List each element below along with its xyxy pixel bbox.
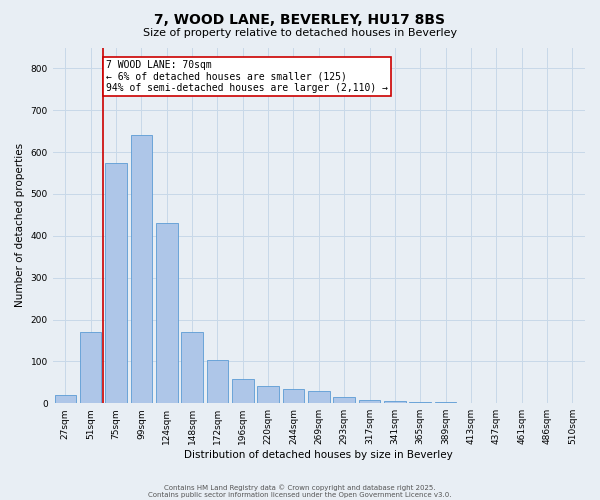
Text: Size of property relative to detached houses in Beverley: Size of property relative to detached ho… <box>143 28 457 38</box>
Bar <box>384 401 406 403</box>
Y-axis label: Number of detached properties: Number of detached properties <box>15 144 25 308</box>
X-axis label: Distribution of detached houses by size in Beverley: Distribution of detached houses by size … <box>184 450 453 460</box>
Bar <box>257 386 279 403</box>
Bar <box>131 136 152 403</box>
Bar <box>359 400 380 403</box>
Bar <box>308 390 329 403</box>
Bar <box>156 224 178 403</box>
Bar <box>105 162 127 403</box>
Bar <box>181 332 203 403</box>
Bar <box>232 380 254 403</box>
Bar <box>80 332 101 403</box>
Text: Contains HM Land Registry data © Crown copyright and database right 2025.: Contains HM Land Registry data © Crown c… <box>164 484 436 491</box>
Bar <box>55 395 76 403</box>
Text: Contains public sector information licensed under the Open Government Licence v3: Contains public sector information licen… <box>148 492 452 498</box>
Bar <box>283 390 304 403</box>
Bar <box>409 402 431 403</box>
Bar <box>334 397 355 403</box>
Text: 7 WOOD LANE: 70sqm
← 6% of detached houses are smaller (125)
94% of semi-detache: 7 WOOD LANE: 70sqm ← 6% of detached hous… <box>106 60 388 94</box>
Text: 7, WOOD LANE, BEVERLEY, HU17 8BS: 7, WOOD LANE, BEVERLEY, HU17 8BS <box>155 12 445 26</box>
Bar <box>435 402 457 403</box>
Bar <box>206 360 228 403</box>
